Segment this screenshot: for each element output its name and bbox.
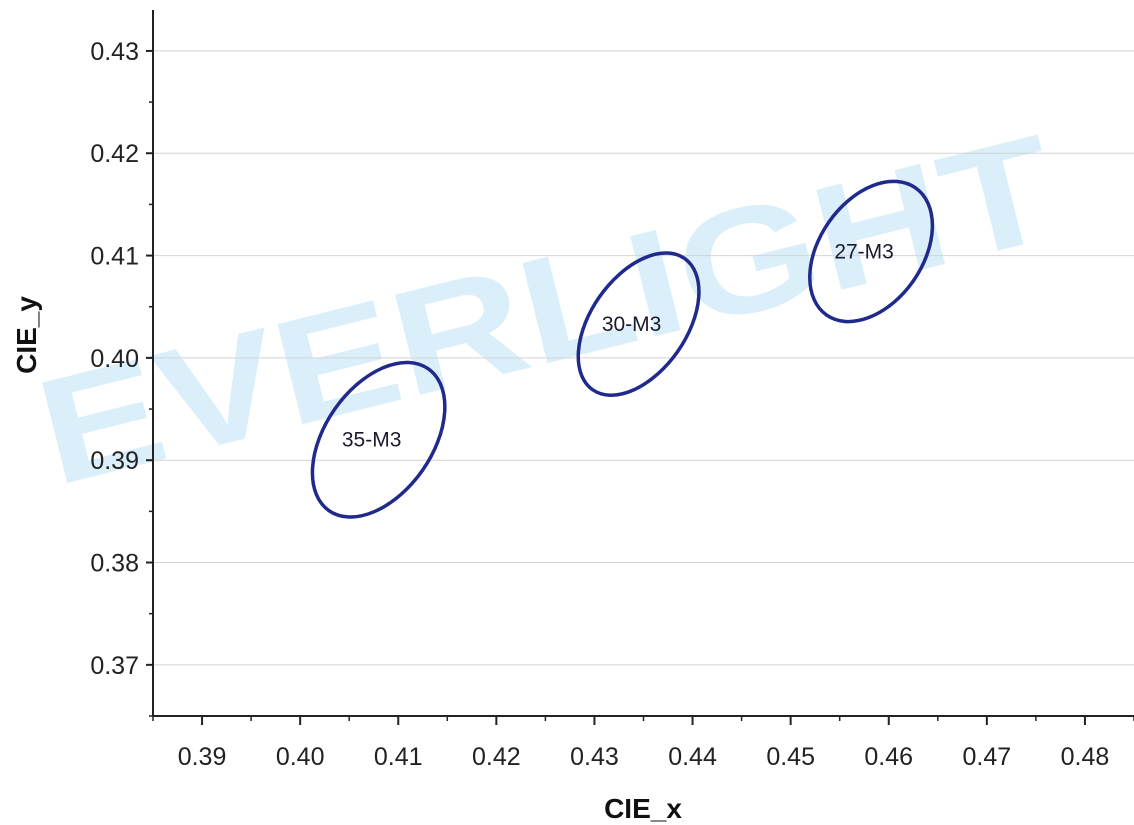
x-tick-label: 0.39	[178, 743, 227, 771]
x-tick-label: 0.40	[276, 743, 325, 771]
x-tick-label: 0.44	[668, 743, 717, 771]
grid-layer	[153, 50, 1134, 666]
y-tick-label: 0.43	[90, 38, 139, 66]
y-tick-label: 0.39	[90, 447, 139, 475]
x-tick-label: 0.48	[1061, 743, 1110, 771]
x-tick-label: 0.45	[766, 743, 815, 771]
series-layer: 35-M3 30-M3 27-M3	[310, 179, 935, 519]
ellipse-label-35-M3: 35-M3	[342, 429, 402, 452]
ellipse-30-M3	[576, 251, 701, 397]
ellipse-35-M3	[310, 360, 447, 519]
x-tick-label: 0.47	[963, 743, 1012, 771]
x-tick-label: 0.42	[472, 743, 521, 771]
y-tick-label: 0.42	[90, 140, 139, 168]
ellipse-label-27-M3: 27-M3	[834, 240, 894, 263]
x-axis-title: CIE_x	[604, 793, 682, 824]
y-tick-label: 0.37	[90, 652, 139, 680]
y-tick-label: 0.40	[90, 345, 139, 373]
x-tick-label: 0.46	[864, 743, 913, 771]
watermark-text: EVERLIGHT	[23, 102, 1073, 517]
y-tick-label: 0.41	[90, 243, 139, 271]
y-tick-label: 0.38	[90, 550, 139, 578]
ellipse-27-M3	[808, 179, 935, 324]
axis-layer: 0.37 0.38 0.39 0.40 0.41 0.42 0.43 0.39 0.40 0.41…	[90, 10, 1134, 771]
y-axis-title: CIE_y	[11, 296, 42, 374]
ellipse-label-30-M3: 30-M3	[602, 313, 662, 336]
x-tick-label: 0.41	[374, 743, 423, 771]
watermark-layer: EVERLIGHT	[23, 102, 1073, 517]
x-tick-label: 0.43	[570, 743, 619, 771]
